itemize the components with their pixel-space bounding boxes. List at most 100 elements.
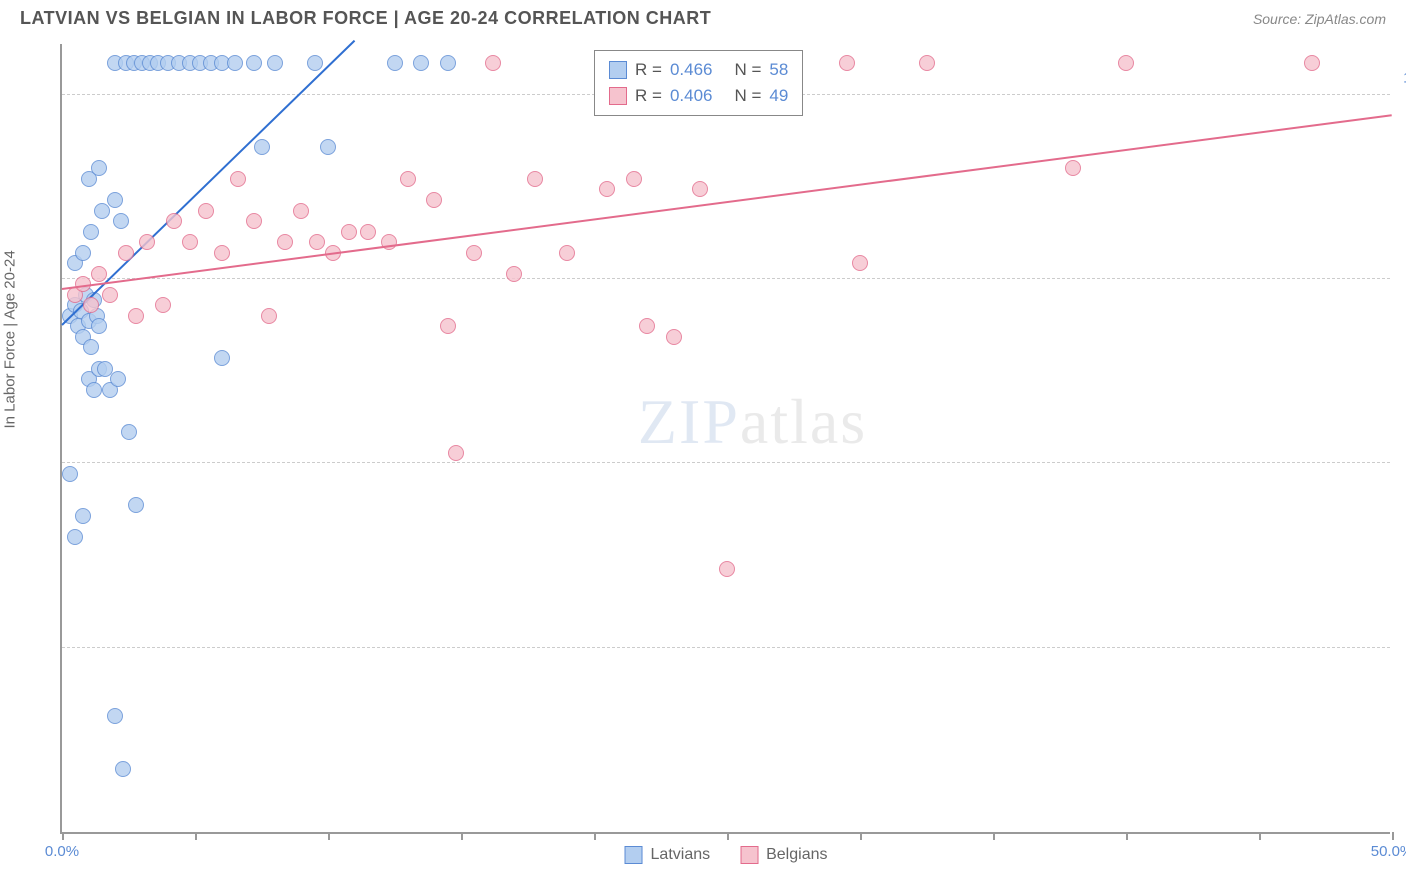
data-point-latvians [307, 55, 323, 71]
data-point-belgians [1304, 55, 1320, 71]
data-point-latvians [75, 508, 91, 524]
data-point-latvians [91, 160, 107, 176]
legend-n-label: N = [734, 57, 761, 83]
legend-swatch [625, 846, 643, 864]
data-point-belgians [293, 203, 309, 219]
gridline [62, 462, 1390, 463]
data-point-latvians [440, 55, 456, 71]
data-point-belgians [155, 297, 171, 313]
data-point-belgians [599, 181, 615, 197]
data-point-latvians [107, 192, 123, 208]
data-point-belgians [440, 318, 456, 334]
gridline [62, 278, 1390, 279]
data-point-belgians [466, 245, 482, 261]
stats-legend-row: R = 0.466 N = 58 [609, 57, 788, 83]
chart-source: Source: ZipAtlas.com [1253, 11, 1386, 27]
x-tick [727, 832, 729, 840]
data-point-belgians [719, 561, 735, 577]
x-tick [1126, 832, 1128, 840]
data-point-latvians [320, 139, 336, 155]
data-point-belgians [182, 234, 198, 250]
data-point-belgians [852, 255, 868, 271]
legend-n-value: 58 [769, 57, 788, 83]
x-tick [860, 832, 862, 840]
series-legend-item: Latvians [625, 846, 711, 864]
data-point-latvians [387, 55, 403, 71]
data-point-belgians [261, 308, 277, 324]
data-point-belgians [692, 181, 708, 197]
data-point-belgians [666, 329, 682, 345]
data-point-belgians [639, 318, 655, 334]
data-point-latvians [128, 497, 144, 513]
series-legend-label: Belgians [766, 846, 827, 864]
x-tick [195, 832, 197, 840]
data-point-belgians [839, 55, 855, 71]
data-point-belgians [83, 297, 99, 313]
series-legend-item: Belgians [740, 846, 827, 864]
data-point-latvians [94, 203, 110, 219]
watermark: ZIPatlas [638, 385, 867, 459]
data-point-belgians [102, 287, 118, 303]
data-point-latvians [86, 382, 102, 398]
x-tick [461, 832, 463, 840]
x-tick [993, 832, 995, 840]
data-point-belgians [128, 308, 144, 324]
scatter-chart: ZIPatlas 47.5%65.0%82.5%100.0%0.0%50.0%R… [60, 44, 1390, 834]
data-point-belgians [1065, 160, 1081, 176]
data-point-latvians [214, 350, 230, 366]
chart-title: LATVIAN VS BELGIAN IN LABOR FORCE | AGE … [20, 8, 711, 29]
data-point-belgians [400, 171, 416, 187]
legend-r-label: R = [635, 83, 662, 109]
x-tick [1259, 832, 1261, 840]
data-point-latvians [413, 55, 429, 71]
data-point-belgians [198, 203, 214, 219]
data-point-belgians [230, 171, 246, 187]
data-point-latvians [75, 245, 91, 261]
legend-swatch [740, 846, 758, 864]
data-point-belgians [360, 224, 376, 240]
legend-r-value: 0.406 [670, 83, 713, 109]
data-point-belgians [559, 245, 575, 261]
data-point-belgians [277, 234, 293, 250]
data-point-belgians [214, 245, 230, 261]
x-tick [594, 832, 596, 840]
data-point-belgians [448, 445, 464, 461]
x-tick [62, 832, 64, 840]
x-tick [1392, 832, 1394, 840]
data-point-latvians [83, 339, 99, 355]
stats-legend: R = 0.466 N = 58 R = 0.406 N = 49 [594, 50, 803, 116]
data-point-latvians [91, 318, 107, 334]
stats-legend-row: R = 0.406 N = 49 [609, 83, 788, 109]
data-point-latvians [246, 55, 262, 71]
data-point-latvians [62, 466, 78, 482]
x-tick-label: 0.0% [45, 843, 79, 860]
data-point-belgians [166, 213, 182, 229]
data-point-latvians [113, 213, 129, 229]
legend-swatch [609, 61, 627, 79]
data-point-belgians [485, 55, 501, 71]
data-point-latvians [107, 708, 123, 724]
data-point-belgians [246, 213, 262, 229]
data-point-belgians [309, 234, 325, 250]
data-point-latvians [110, 371, 126, 387]
data-point-belgians [1118, 55, 1134, 71]
data-point-latvians [254, 139, 270, 155]
series-legend-label: Latvians [651, 846, 711, 864]
y-axis-label: In Labor Force | Age 20-24 [2, 250, 19, 428]
data-point-belgians [626, 171, 642, 187]
legend-swatch [609, 87, 627, 105]
x-tick [328, 832, 330, 840]
legend-n-label: N = [734, 83, 761, 109]
legend-n-value: 49 [769, 83, 788, 109]
data-point-belgians [91, 266, 107, 282]
data-point-belgians [118, 245, 134, 261]
legend-r-value: 0.466 [670, 57, 713, 83]
data-point-belgians [139, 234, 155, 250]
gridline [62, 647, 1390, 648]
legend-r-label: R = [635, 57, 662, 83]
data-point-belgians [527, 171, 543, 187]
data-point-latvians [83, 224, 99, 240]
series-legend: Latvians Belgians [625, 846, 828, 864]
data-point-latvians [67, 529, 83, 545]
data-point-latvians [267, 55, 283, 71]
